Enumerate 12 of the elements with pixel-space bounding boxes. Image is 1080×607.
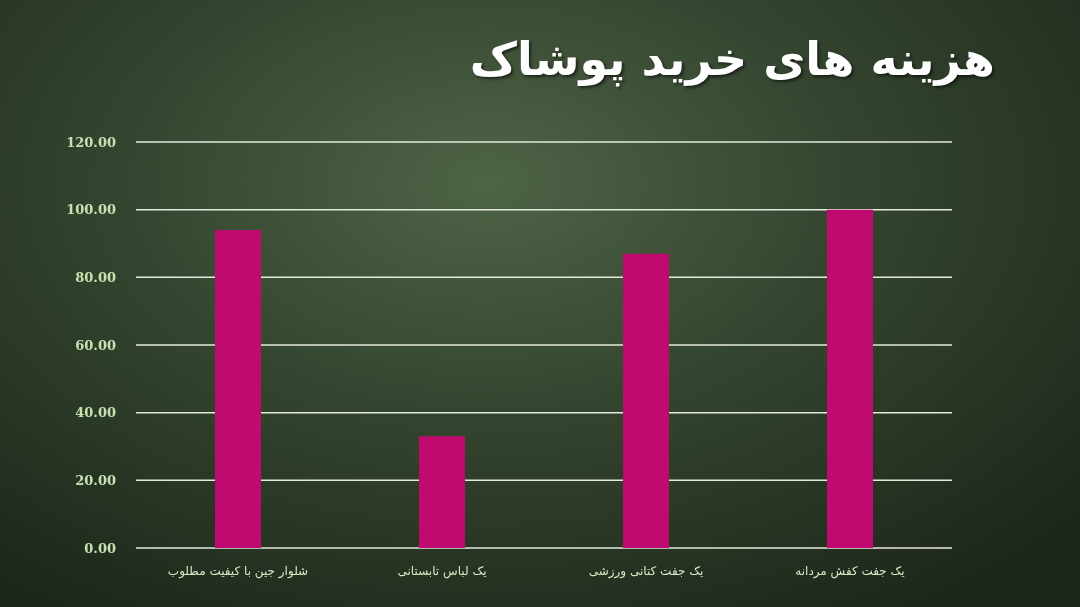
y-tick-label: 80.00 [75,269,116,285]
y-tick-label: 100.00 [66,202,116,218]
x-tick-label: یک لباس تابستانی [397,563,487,579]
y-tick-label: 20.00 [75,472,116,488]
y-tick-label: 0.00 [84,540,116,556]
y-tick-label: 40.00 [75,405,116,421]
x-tick-label: یک جفت کتانی ورزشی [588,563,704,579]
x-tick-label: شلوار جین با کیفیت مطلوب [167,563,309,579]
chart-title: هزینه های خرید پوشاک [469,32,995,86]
y-tick-label: 60.00 [75,337,116,353]
y-tick-label: 120.00 [66,134,116,150]
x-tick-label: یک جفت کفش مردانه [795,563,905,579]
